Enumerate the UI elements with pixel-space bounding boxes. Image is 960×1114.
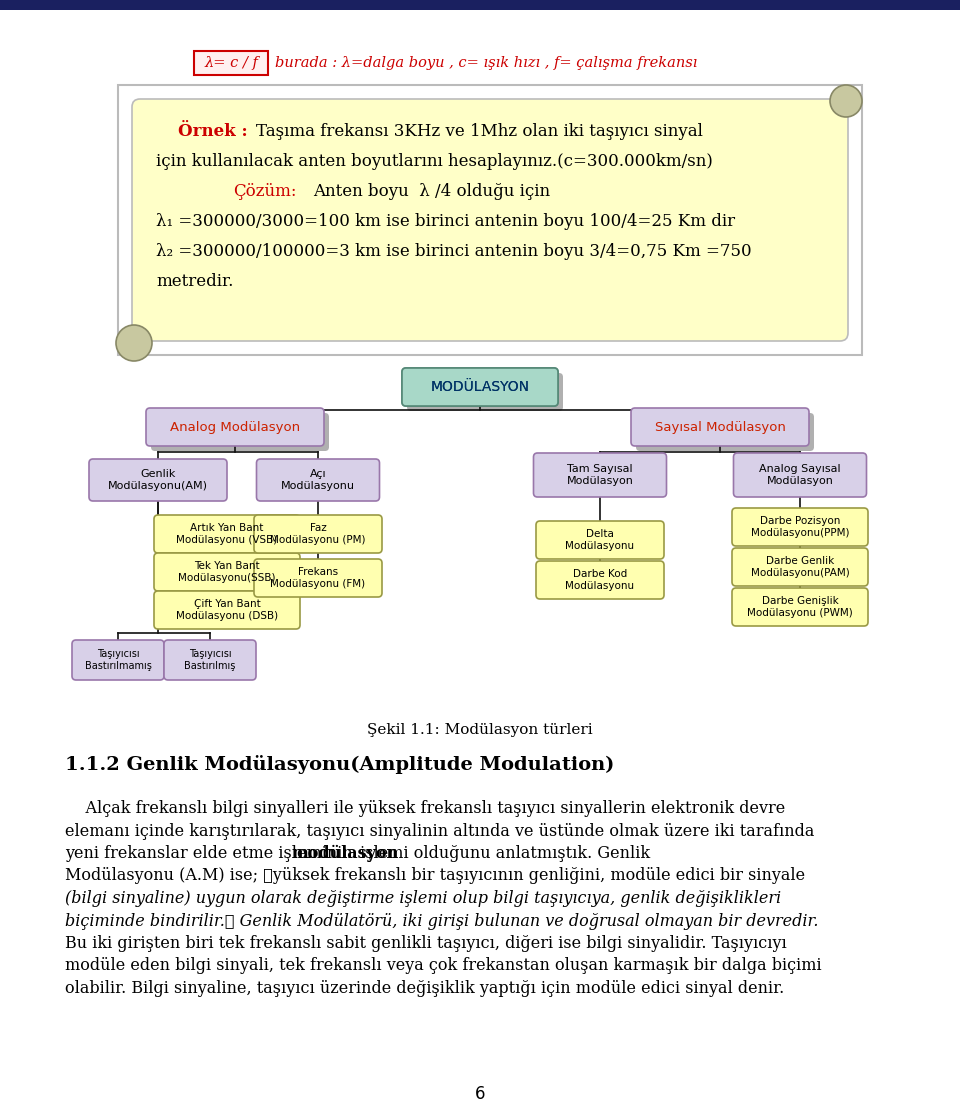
FancyBboxPatch shape: [534, 453, 666, 497]
Text: Genlik
Modülasyonu(AM): Genlik Modülasyonu(AM): [108, 469, 208, 491]
Text: burada : λ=dalga boyu , c= ışık hızı , f= çalışma frekansı: burada : λ=dalga boyu , c= ışık hızı , f…: [275, 56, 697, 70]
FancyBboxPatch shape: [402, 368, 558, 405]
Text: MODÜLASYON: MODÜLASYON: [430, 380, 530, 394]
Text: (bilgi sinyaline) uygun olarak değiştirme işlemi olup bilgi taşıyıcıya, genlik d: (bilgi sinyaline) uygun olarak değiştirm…: [65, 890, 781, 907]
Text: Analog Sayısal
Modülasyon: Analog Sayısal Modülasyon: [759, 465, 841, 486]
Text: Anten boyu  λ /4 olduğu için: Anten boyu λ /4 olduğu için: [313, 183, 550, 199]
Text: Tek Yan Bant
Modülasyonu(SSB): Tek Yan Bant Modülasyonu(SSB): [179, 561, 276, 583]
Text: Taşıma frekansı 3KHz ve 1Mhz olan iki taşıyıcı sinyal: Taşıma frekansı 3KHz ve 1Mhz olan iki ta…: [256, 123, 703, 139]
FancyBboxPatch shape: [256, 459, 379, 501]
Text: işlemi olduğunu anlatmıştık. Genlik: işlemi olduğunu anlatmıştık. Genlik: [355, 846, 650, 862]
Text: olabilir. Bilgi sinyaline, taşıyıcı üzerinde değişiklik yaptığı için modüle edic: olabilir. Bilgi sinyaline, taşıyıcı üzer…: [65, 980, 784, 997]
FancyBboxPatch shape: [194, 51, 268, 75]
FancyBboxPatch shape: [118, 85, 862, 355]
Text: Darbe Pozisyon
Modülasyonu(PPM): Darbe Pozisyon Modülasyonu(PPM): [751, 516, 850, 538]
FancyBboxPatch shape: [154, 592, 300, 629]
Text: Alçak frekanslı bilgi sinyalleri ile yüksek frekanslı taşıyıcı sinyallerin elekt: Alçak frekanslı bilgi sinyalleri ile yük…: [65, 800, 785, 817]
Text: Artık Yan Bant
Modülasyonu (VSB): Artık Yan Bant Modülasyonu (VSB): [177, 524, 277, 545]
Text: yeni frekanslar elde etme işleminin: yeni frekanslar elde etme işleminin: [65, 846, 358, 862]
Text: Frekans
Modülasyonu (FM): Frekans Modülasyonu (FM): [271, 567, 366, 589]
Text: Darbe Genlik
Modülasyonu(PAM): Darbe Genlik Modülasyonu(PAM): [751, 556, 850, 578]
Text: MODÜLASYON: MODÜLASYON: [430, 380, 530, 394]
Text: Darbe Genişlik
Modülasyonu (PWM): Darbe Genişlik Modülasyonu (PWM): [747, 596, 852, 618]
FancyBboxPatch shape: [536, 521, 664, 559]
FancyBboxPatch shape: [132, 99, 848, 341]
Text: 6: 6: [475, 1085, 485, 1103]
Text: elemanı içinde karıştırılarak, taşıyıcı sinyalinin altında ve üstünde olmak üzer: elemanı içinde karıştırılarak, taşıyıcı …: [65, 822, 814, 840]
Text: Delta
Modülasyonu: Delta Modülasyonu: [565, 529, 635, 550]
Text: Örnek :: Örnek :: [178, 123, 253, 139]
FancyBboxPatch shape: [732, 548, 868, 586]
FancyBboxPatch shape: [151, 413, 329, 451]
FancyBboxPatch shape: [536, 561, 664, 599]
Text: Çözüm:: Çözüm:: [233, 183, 297, 199]
FancyBboxPatch shape: [89, 459, 227, 501]
Text: modüle eden bilgi sinyali, tek frekanslı veya çok frekanstan oluşan karmaşık bir: modüle eden bilgi sinyali, tek frekanslı…: [65, 958, 822, 975]
FancyBboxPatch shape: [402, 368, 558, 405]
Ellipse shape: [830, 85, 862, 117]
Text: Açı
Modülasyonu: Açı Modülasyonu: [281, 469, 355, 491]
FancyBboxPatch shape: [631, 408, 809, 446]
Bar: [0, 0, 960, 10]
FancyBboxPatch shape: [254, 559, 382, 597]
FancyBboxPatch shape: [154, 553, 300, 592]
FancyBboxPatch shape: [732, 588, 868, 626]
Text: Sayısal Modülasyon: Sayısal Modülasyon: [655, 420, 785, 433]
Text: λ₂ =300000/100000=3 km ise birinci antenin boyu 3/4=0,75 Km =750: λ₂ =300000/100000=3 km ise birinci anten…: [156, 243, 752, 260]
Text: Analog Modülasyon: Analog Modülasyon: [170, 420, 300, 433]
FancyBboxPatch shape: [154, 515, 300, 553]
Text: Taşıyıcısı
Bastırılmamış: Taşıyıcısı Bastırılmamış: [84, 649, 152, 671]
Text: Faz
Modülasyonu (PM): Faz Modülasyonu (PM): [271, 524, 366, 545]
Text: Bu iki girişten biri tek frekanslı sabit genlikli taşıyıcı, diğeri ise bilgi sin: Bu iki girişten biri tek frekanslı sabit…: [65, 935, 787, 952]
Text: Çift Yan Bant
Modülasyonu (DSB): Çift Yan Bant Modülasyonu (DSB): [176, 599, 278, 620]
Text: Taşıyıcısı
Bastırılmış: Taşıyıcısı Bastırılmış: [184, 649, 236, 671]
Text: Tam Sayısal
Modülasyon: Tam Sayısal Modülasyon: [566, 465, 634, 486]
FancyBboxPatch shape: [72, 641, 164, 680]
Ellipse shape: [116, 325, 152, 361]
Text: metredir.: metredir.: [156, 273, 233, 290]
Text: Şekil 1.1: Modülasyon türleri: Şekil 1.1: Modülasyon türleri: [367, 723, 593, 737]
FancyBboxPatch shape: [733, 453, 867, 497]
FancyBboxPatch shape: [254, 515, 382, 553]
Text: λ₁ =300000/3000=100 km ise birinci antenin boyu 100/4=25 Km dir: λ₁ =300000/3000=100 km ise birinci anten…: [156, 213, 735, 229]
Text: 1.1.2 Genlik Modülasyonu(Amplitude Modulation): 1.1.2 Genlik Modülasyonu(Amplitude Modul…: [65, 754, 614, 773]
FancyBboxPatch shape: [164, 641, 256, 680]
FancyBboxPatch shape: [636, 413, 814, 451]
FancyBboxPatch shape: [146, 408, 324, 446]
Text: için kullanılacak anten boyutlarını hesaplayınız.(c=300.000km/sn): için kullanılacak anten boyutlarını hesa…: [156, 153, 713, 169]
FancyBboxPatch shape: [732, 508, 868, 546]
Text: Modülasyonu (A.M) ise; yüksek frekanslı bir taşıyıcının genliğini, modüle edici: Modülasyonu (A.M) ise; yüksek frekanslı…: [65, 868, 805, 885]
Text: biçiminde bindirilir. Genlik Modülatörü, iki girişi bulunan ve doğrusal olmayan: biçiminde bindirilir. Genlik Modülatörü…: [65, 912, 819, 929]
Text: modülasyon: modülasyon: [292, 846, 399, 862]
FancyBboxPatch shape: [407, 373, 563, 411]
Text: Darbe Kod
Modülasyonu: Darbe Kod Modülasyonu: [565, 569, 635, 590]
Text: λ= c / f: λ= c / f: [204, 56, 258, 70]
